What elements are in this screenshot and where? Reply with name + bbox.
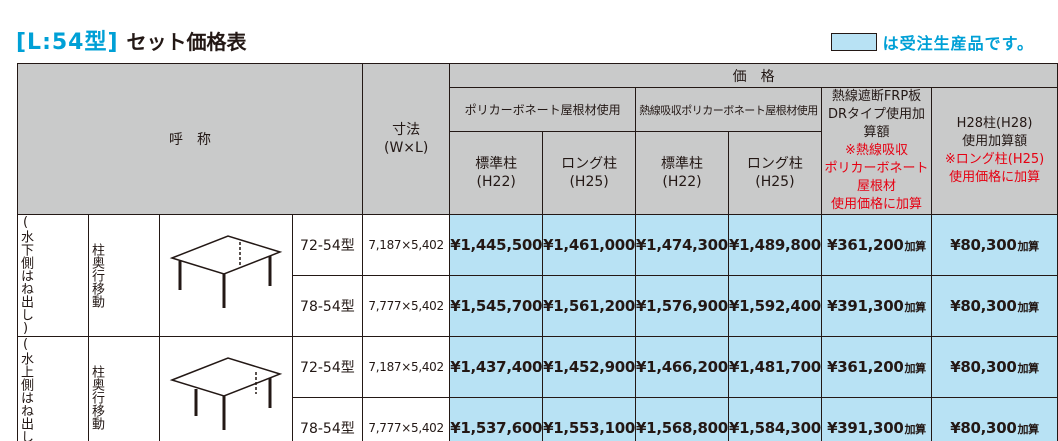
- model-cell: 72-54型: [292, 337, 362, 398]
- pergola-low-side-icon: [160, 215, 293, 337]
- model-cell: 78-54型: [292, 398, 362, 441]
- price-h28: ¥80,300加算: [932, 276, 1058, 337]
- header-name: 呼 称: [18, 64, 363, 215]
- price-poly-long: ¥1,553,100: [543, 398, 636, 441]
- page-title: [L:54型] セット価格表: [16, 24, 247, 58]
- group-2-label-inner: 柱奥行移動: [89, 337, 160, 441]
- price-frp: ¥361,200加算: [821, 215, 931, 276]
- size-cell: 7,187×5,402: [363, 337, 450, 398]
- price-heat-std: ¥1,576,900: [636, 276, 729, 337]
- price-frp: ¥391,300加算: [821, 276, 931, 337]
- price-heat-long: ¥1,489,800: [728, 215, 821, 276]
- price-poly-std: ¥1,445,500: [450, 215, 543, 276]
- title-text: セット価格表: [127, 30, 247, 54]
- header-size: 寸法 (W×L): [363, 64, 450, 215]
- price-h28: ¥80,300加算: [932, 398, 1058, 441]
- title-model-code: [L:54型]: [16, 30, 119, 55]
- price-h28: ¥80,300加算: [932, 337, 1058, 398]
- group-1-label-inner: 柱奥行移動: [89, 215, 160, 337]
- size-cell: 7,777×5,402: [363, 398, 450, 441]
- price-heat-std: ¥1,568,800: [636, 398, 729, 441]
- price-table: 呼 称 寸法 (W×L) 価 格 ポリカーボネート屋根材使用 熱線吸収ポリカーボ…: [17, 63, 1058, 441]
- model-cell: 72-54型: [292, 215, 362, 276]
- table-row: (水上側はね出し) 柱奥行移動 72-54型 7,187×5,402 ¥1,43…: [18, 337, 1058, 398]
- price-h28: ¥80,300加算: [932, 215, 1058, 276]
- header-price: 価 格: [450, 64, 1058, 88]
- header-heat-std: 標準柱(H22): [636, 132, 729, 215]
- price-poly-long: ¥1,561,200: [543, 276, 636, 337]
- price-heat-long: ¥1,481,700: [728, 337, 821, 398]
- header-poly-std: 標準柱(H22): [450, 132, 543, 215]
- price-frp: ¥361,200加算: [821, 337, 931, 398]
- header-group-heat: 熱線吸収ポリカーボネート屋根材使用: [636, 88, 822, 132]
- header-h28: H28柱(H28) 使用加算額 ※ロング柱(H25) 使用価格に加算: [932, 88, 1058, 215]
- price-heat-std: ¥1,466,200: [636, 337, 729, 398]
- table-row: (水下側はね出し) 柱奥行移動 72-54型 7,187×5,402 ¥1,44…: [18, 215, 1058, 276]
- header-poly-long: ロング柱(H25): [543, 132, 636, 215]
- price-poly-std: ¥1,437,400: [450, 337, 543, 398]
- group-2-label-outer: (水上側はね出し): [18, 337, 89, 441]
- model-cell: 78-54型: [292, 276, 362, 337]
- legend-swatch: [831, 33, 877, 51]
- header-heat-long: ロング柱(H25): [728, 132, 821, 215]
- price-poly-long: ¥1,452,900: [543, 337, 636, 398]
- price-heat-long: ¥1,584,300: [728, 398, 821, 441]
- pergola-high-side-icon: [160, 337, 293, 441]
- legend: は受注生産品です。: [831, 30, 1034, 54]
- price-poly-std: ¥1,537,600: [450, 398, 543, 441]
- size-cell: 7,777×5,402: [363, 276, 450, 337]
- price-heat-std: ¥1,474,300: [636, 215, 729, 276]
- legend-text: は受注生産品です。: [883, 30, 1034, 54]
- size-cell: 7,187×5,402: [363, 215, 450, 276]
- price-frp: ¥391,300加算: [821, 398, 931, 441]
- price-poly-long: ¥1,461,000: [543, 215, 636, 276]
- price-poly-std: ¥1,545,700: [450, 276, 543, 337]
- header-group-poly: ポリカーボネート屋根材使用: [450, 88, 636, 132]
- header-frp: 熱線遮断FRP板 DRタイプ使用加算額 ※熱線吸収 ポリカーボネート屋根材 使用…: [821, 88, 931, 215]
- price-heat-long: ¥1,592,400: [728, 276, 821, 337]
- group-1-label-outer: (水下側はね出し): [18, 215, 89, 337]
